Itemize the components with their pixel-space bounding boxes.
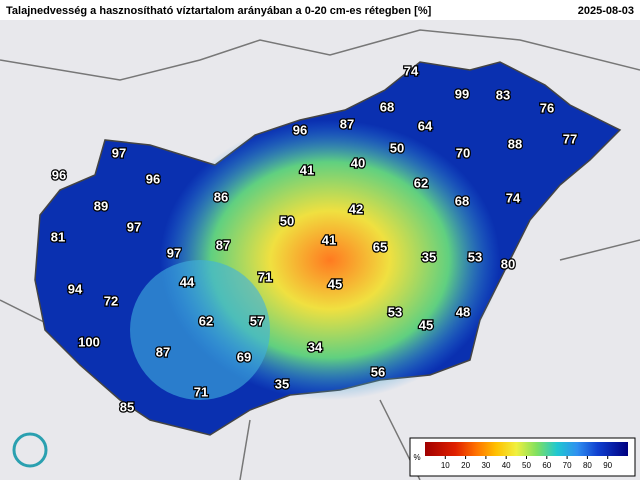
colorbar-tick-label: 60 <box>542 461 551 470</box>
station-value: 35 <box>275 376 289 391</box>
station-value: 99 <box>455 86 469 101</box>
wet-area <box>130 260 270 400</box>
station-value: 57 <box>250 313 264 328</box>
station-value: 96 <box>52 167 66 182</box>
station-value: 94 <box>68 281 83 296</box>
colorbar <box>425 442 628 456</box>
station-value: 77 <box>563 131 577 146</box>
station-value: 68 <box>380 99 394 114</box>
station-value: 35 <box>422 249 436 264</box>
header-bar <box>0 0 640 20</box>
colorbar-tick-label: 70 <box>563 461 572 470</box>
colorbar-tick-label: 30 <box>481 461 490 470</box>
station-value: 42 <box>349 201 363 216</box>
logo <box>12 432 48 468</box>
station-value: 34 <box>308 339 323 354</box>
station-value: 71 <box>194 384 208 399</box>
station-value: 68 <box>455 193 469 208</box>
station-value: 87 <box>156 344 170 359</box>
station-value: 74 <box>506 190 521 205</box>
station-value: 45 <box>419 317 433 332</box>
station-value: 97 <box>112 145 126 160</box>
station-value: 50 <box>280 213 294 228</box>
station-value: 85 <box>120 399 134 414</box>
station-value: 80 <box>501 256 515 271</box>
station-value: 76 <box>540 100 554 115</box>
colorbar-tick-label: 80 <box>583 461 592 470</box>
colorbar-tick-label: 20 <box>461 461 470 470</box>
station-value: 83 <box>496 87 510 102</box>
station-value: 53 <box>388 304 402 319</box>
station-value: 71 <box>258 269 272 284</box>
station-value: 74 <box>404 63 419 78</box>
station-value: 86 <box>214 189 228 204</box>
station-value: 56 <box>371 364 385 379</box>
station-value: 44 <box>180 274 195 289</box>
station-value: 40 <box>351 155 365 170</box>
station-value: 41 <box>322 232 336 247</box>
station-value: 100 <box>78 334 100 349</box>
station-value: 97 <box>167 245 181 260</box>
station-value: 64 <box>418 118 433 133</box>
colorbar-tick-label: 90 <box>603 461 612 470</box>
station-value: 41 <box>300 162 314 177</box>
station-value: 96 <box>293 122 307 137</box>
station-value: 87 <box>216 237 230 252</box>
station-value: 87 <box>340 116 354 131</box>
colorbar-tick-label: 10 <box>441 461 450 470</box>
station-value: 81 <box>51 229 65 244</box>
station-value: 65 <box>373 239 387 254</box>
station-value: 72 <box>104 293 118 308</box>
station-value: 45 <box>328 276 342 291</box>
station-value: 96 <box>146 171 160 186</box>
station-value: 97 <box>127 219 141 234</box>
station-value: 89 <box>94 198 108 213</box>
station-value: 88 <box>508 136 522 151</box>
station-value: 62 <box>199 313 213 328</box>
colorbar-tick-label: 50 <box>522 461 531 470</box>
station-value: 69 <box>237 349 251 364</box>
colorbar-tick-label: 40 <box>502 461 511 470</box>
station-value: 50 <box>390 140 404 155</box>
date: 2025-08-03 <box>578 5 634 17</box>
station-value: 62 <box>414 175 428 190</box>
title: Talajnedvesség a hasznosítható víztartal… <box>6 5 432 17</box>
station-value: 48 <box>456 304 470 319</box>
borders <box>0 29 640 480</box>
colorbar-unit: % <box>413 453 420 462</box>
station-value: 70 <box>456 145 470 160</box>
station-value: 53 <box>468 249 482 264</box>
